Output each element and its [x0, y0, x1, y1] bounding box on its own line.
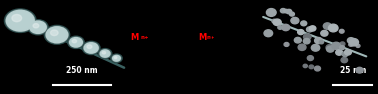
- Circle shape: [319, 40, 324, 44]
- Circle shape: [326, 45, 333, 50]
- Circle shape: [28, 20, 48, 35]
- Circle shape: [311, 44, 320, 51]
- Text: n+: n+: [140, 35, 149, 40]
- Circle shape: [309, 26, 316, 31]
- Circle shape: [84, 42, 99, 54]
- Circle shape: [114, 57, 117, 59]
- Text: (aq): (aq): [145, 33, 167, 42]
- Circle shape: [87, 45, 92, 49]
- Circle shape: [303, 38, 310, 44]
- Circle shape: [347, 38, 355, 43]
- Circle shape: [307, 56, 313, 61]
- Circle shape: [345, 50, 352, 55]
- Circle shape: [266, 9, 276, 16]
- Circle shape: [46, 27, 68, 43]
- Text: /block: /block: [211, 33, 239, 42]
- Circle shape: [272, 19, 277, 23]
- Circle shape: [98, 49, 112, 59]
- Circle shape: [33, 24, 39, 28]
- Text: copolymer: copolymer: [198, 48, 248, 57]
- Text: M: M: [131, 33, 139, 42]
- Circle shape: [6, 10, 34, 31]
- Circle shape: [303, 64, 307, 68]
- Circle shape: [328, 24, 338, 32]
- Circle shape: [30, 21, 46, 33]
- Text: 250 nm: 250 nm: [67, 66, 98, 75]
- Circle shape: [264, 30, 273, 37]
- Circle shape: [46, 26, 68, 43]
- Circle shape: [332, 42, 341, 49]
- Circle shape: [356, 67, 363, 73]
- Text: n+: n+: [206, 35, 215, 40]
- Circle shape: [307, 27, 313, 32]
- Circle shape: [340, 42, 345, 46]
- Circle shape: [44, 25, 70, 44]
- Circle shape: [72, 39, 77, 43]
- Circle shape: [100, 50, 110, 58]
- Circle shape: [112, 55, 121, 62]
- Circle shape: [100, 50, 110, 57]
- Circle shape: [349, 39, 358, 46]
- Circle shape: [309, 65, 314, 69]
- Text: M = Au, Ag: M = Au, Ag: [166, 80, 222, 89]
- Circle shape: [82, 41, 100, 55]
- Text: pristine Ge: pristine Ge: [164, 3, 223, 12]
- Circle shape: [6, 10, 35, 31]
- Circle shape: [273, 19, 281, 25]
- Circle shape: [321, 30, 328, 36]
- Circle shape: [113, 55, 120, 61]
- Circle shape: [327, 46, 334, 52]
- Circle shape: [68, 36, 84, 48]
- Circle shape: [111, 54, 122, 63]
- Circle shape: [278, 26, 282, 29]
- Circle shape: [341, 57, 348, 63]
- Circle shape: [84, 43, 98, 53]
- Circle shape: [102, 51, 105, 54]
- Circle shape: [286, 9, 292, 14]
- Circle shape: [29, 21, 47, 34]
- Circle shape: [304, 34, 311, 40]
- Circle shape: [282, 24, 290, 31]
- Circle shape: [284, 9, 288, 13]
- Text: M: M: [198, 33, 207, 42]
- Circle shape: [294, 37, 301, 43]
- Circle shape: [284, 42, 289, 46]
- Circle shape: [297, 30, 304, 35]
- Circle shape: [5, 9, 36, 32]
- Circle shape: [70, 38, 82, 47]
- Text: 25 nm: 25 nm: [339, 66, 366, 75]
- Circle shape: [356, 44, 360, 47]
- Circle shape: [314, 66, 321, 71]
- Circle shape: [314, 38, 322, 44]
- Circle shape: [51, 30, 58, 36]
- Circle shape: [323, 23, 332, 29]
- Text: nanowires: nanowires: [166, 24, 221, 33]
- Circle shape: [291, 17, 299, 24]
- Circle shape: [12, 14, 22, 22]
- Circle shape: [349, 43, 353, 46]
- Circle shape: [290, 12, 294, 16]
- Circle shape: [280, 9, 286, 13]
- Circle shape: [69, 37, 83, 47]
- Circle shape: [336, 50, 342, 55]
- Circle shape: [342, 52, 348, 57]
- Circle shape: [339, 29, 344, 33]
- Circle shape: [298, 44, 306, 50]
- Circle shape: [301, 21, 307, 26]
- Circle shape: [339, 46, 345, 50]
